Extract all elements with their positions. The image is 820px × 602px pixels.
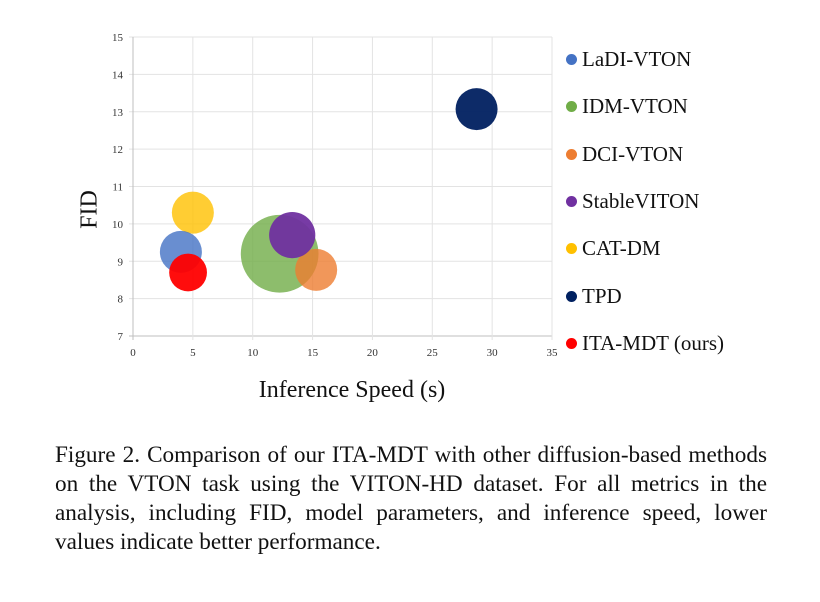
x-tick-label: 0 (130, 347, 136, 359)
x-tick-label: 10 (247, 347, 259, 359)
legend-label: CAT-DM (582, 236, 661, 261)
legend-marker-icon (566, 148, 577, 160)
bubble-ita-mdt-ours (169, 253, 207, 292)
legend-label: DCI-VTON (582, 141, 684, 166)
bubble-dci-vton (295, 248, 338, 291)
legend-marker-icon (566, 243, 577, 255)
y-axis-label: FID (76, 190, 103, 229)
legend: LaDI-VTON IDM-VTON DCI-VTON StableVITON CAT-… (566, 36, 724, 367)
bubble-cat-dm (171, 191, 214, 234)
legend-label: StableVITON (582, 189, 700, 214)
legend-item: TPD (566, 272, 724, 319)
y-tick-label: 8 (118, 294, 124, 306)
legend-item: DCI-VTON (566, 131, 724, 178)
bubble-stableviton (269, 211, 316, 259)
bubble-chart: 7 8 9 10 11 12 13 14 15 0 5 10 15 20 25 30 35 (112, 32, 559, 359)
legend-marker-icon (566, 101, 577, 113)
y-tick-label: 11 (112, 182, 123, 194)
legend-marker-icon (566, 337, 577, 349)
y-tick-label: 13 (112, 107, 124, 119)
legend-marker-icon (566, 196, 577, 208)
legend-label: IDM-VTON (582, 94, 688, 119)
y-tick-label: 14 (112, 69, 124, 81)
legend-label: TPD (582, 283, 622, 308)
x-tick-label: 5 (190, 347, 196, 359)
legend-item: IDM-VTON (566, 83, 724, 130)
x-tick-label: 30 (487, 347, 499, 359)
x-tick-label: 25 (427, 347, 439, 359)
legend-label: LaDI-VTON (582, 47, 692, 72)
x-tick-label: 20 (367, 347, 379, 359)
x-axis-label: Inference Speed (s) (258, 377, 446, 403)
x-tick-label: 35 (547, 347, 559, 359)
figure-caption: Figure 2. Comparison of our ITA-MDT with… (55, 442, 767, 555)
x-tick-label: 15 (307, 347, 319, 359)
legend-item: LaDI-VTON (566, 36, 724, 83)
y-tick-label: 12 (112, 144, 123, 156)
bubble-tpd (455, 88, 498, 131)
legend-label: ITA-MDT (ours) (582, 330, 724, 355)
legend-item: CAT-DM (566, 225, 724, 272)
y-tick-label: 9 (118, 256, 124, 268)
legend-item: ITA-MDT (ours) (566, 320, 724, 367)
legend-marker-icon (566, 290, 577, 302)
y-tick-label: 10 (112, 219, 124, 231)
y-tick-label: 7 (118, 331, 124, 343)
y-tick-label: 15 (112, 32, 124, 44)
legend-marker-icon (566, 54, 577, 66)
legend-item: StableVITON (566, 178, 724, 225)
